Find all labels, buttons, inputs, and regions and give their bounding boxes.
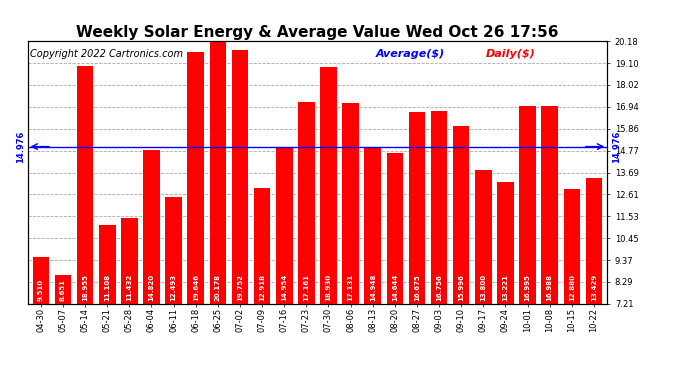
Text: 18.930: 18.930 xyxy=(326,274,331,302)
Text: 15.996: 15.996 xyxy=(458,274,464,302)
Text: 20.178: 20.178 xyxy=(215,274,221,302)
Bar xyxy=(564,189,580,304)
Bar xyxy=(520,106,536,304)
Text: 8.651: 8.651 xyxy=(60,279,66,302)
Text: 14.948: 14.948 xyxy=(370,274,376,302)
Text: 19.752: 19.752 xyxy=(237,274,243,302)
Bar xyxy=(586,178,602,304)
Bar xyxy=(298,102,315,304)
Bar xyxy=(166,197,182,304)
Bar xyxy=(32,257,49,304)
Bar xyxy=(210,41,226,304)
Text: 17.161: 17.161 xyxy=(304,274,309,302)
Text: 13.221: 13.221 xyxy=(502,274,509,302)
Text: 12.880: 12.880 xyxy=(569,274,575,302)
Text: 11.108: 11.108 xyxy=(104,274,110,302)
Text: 18.955: 18.955 xyxy=(82,274,88,302)
Bar xyxy=(276,147,293,304)
Text: 16.988: 16.988 xyxy=(546,274,553,302)
Text: 11.432: 11.432 xyxy=(126,274,132,302)
Bar xyxy=(364,147,381,304)
Bar xyxy=(475,170,491,304)
Text: 12.918: 12.918 xyxy=(259,274,265,302)
Text: Copyright 2022 Cartronics.com: Copyright 2022 Cartronics.com xyxy=(30,49,184,59)
Bar xyxy=(497,182,514,304)
Bar xyxy=(453,126,469,304)
Bar xyxy=(542,106,558,304)
Bar xyxy=(254,188,270,304)
Text: 13.800: 13.800 xyxy=(480,274,486,302)
Text: 17.131: 17.131 xyxy=(348,274,353,302)
Bar xyxy=(77,66,93,304)
Bar xyxy=(55,274,71,304)
Text: 14.976: 14.976 xyxy=(611,130,620,163)
Text: 14.644: 14.644 xyxy=(392,274,398,302)
Title: Weekly Solar Energy & Average Value Wed Oct 26 17:56: Weekly Solar Energy & Average Value Wed … xyxy=(76,25,559,40)
Bar xyxy=(386,153,403,304)
Text: 14.954: 14.954 xyxy=(282,274,287,302)
Text: 12.493: 12.493 xyxy=(170,274,177,302)
Bar xyxy=(232,50,248,304)
Text: 16.995: 16.995 xyxy=(524,274,531,302)
Text: 19.646: 19.646 xyxy=(193,274,199,302)
Text: 13.429: 13.429 xyxy=(591,274,597,302)
Text: 9.510: 9.510 xyxy=(38,279,44,302)
Text: 14.976: 14.976 xyxy=(17,130,26,163)
Text: Daily($): Daily($) xyxy=(486,49,535,59)
Bar xyxy=(408,112,425,304)
Text: Average($): Average($) xyxy=(375,49,444,59)
Bar xyxy=(320,66,337,304)
Bar xyxy=(121,218,138,304)
Bar xyxy=(431,111,447,304)
Bar xyxy=(188,52,204,304)
Text: 16.675: 16.675 xyxy=(414,274,420,302)
Bar xyxy=(99,225,115,304)
Bar xyxy=(144,150,160,304)
Text: 14.820: 14.820 xyxy=(148,274,155,302)
Bar xyxy=(342,103,359,304)
Text: 16.756: 16.756 xyxy=(436,274,442,302)
